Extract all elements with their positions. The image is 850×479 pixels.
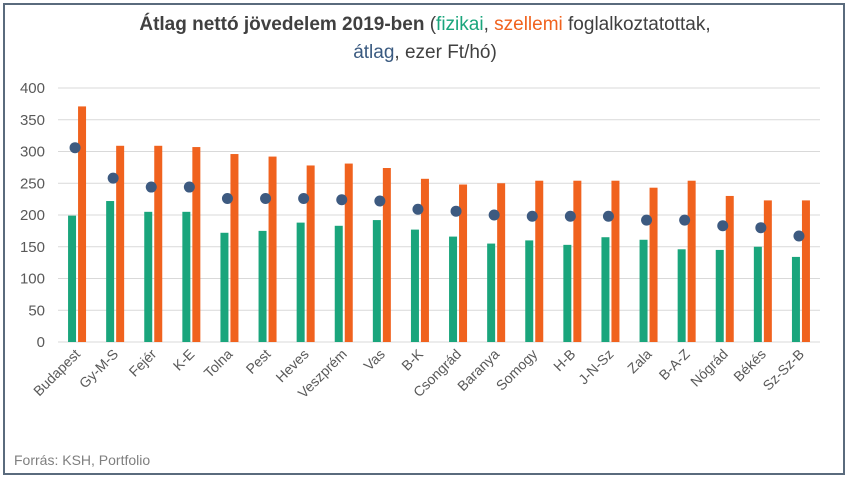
point-atlag: [221, 192, 233, 204]
bar-szellemi: [725, 195, 734, 342]
bar-fizikai: [449, 236, 458, 342]
point-atlag: [793, 230, 805, 242]
bar-szellemi: [497, 183, 506, 342]
chart-title-line-2: átlag, ezer Ft/hó): [353, 42, 497, 63]
bar-fizikai: [601, 237, 610, 342]
point-atlag: [336, 194, 348, 206]
x-tick-label: Somogy: [493, 346, 541, 394]
bar-fizikai: [144, 211, 153, 342]
chart-title-line-1: Átlag nettó jövedelem 2019-ben (fizikai,…: [139, 14, 711, 35]
bar-fizikai: [525, 240, 534, 342]
source-note: Forrás: KSH, Portfolio: [14, 452, 151, 468]
bar-fizikai: [563, 244, 572, 342]
y-tick-label: 400: [20, 80, 45, 97]
x-tick-label: B-K: [398, 345, 426, 373]
y-tick-label: 250: [20, 175, 45, 192]
bar-szellemi: [687, 180, 696, 342]
bar-fizikai: [258, 230, 267, 342]
x-tick-label: J-N-Sz: [575, 346, 617, 388]
bar-fizikai: [791, 256, 800, 342]
point-atlag: [298, 192, 310, 204]
bar-fizikai: [68, 215, 77, 342]
x-tick-label: Fejér: [125, 346, 159, 380]
point-atlag: [679, 214, 691, 226]
point-atlag: [641, 214, 653, 226]
bar-fizikai: [753, 246, 762, 342]
bar-szellemi: [154, 145, 163, 342]
bar-szellemi: [459, 184, 468, 342]
x-tick-label: Vas: [360, 346, 388, 374]
bar-szellemi: [649, 187, 658, 342]
bar-szellemi: [611, 180, 620, 342]
point-atlag: [602, 210, 614, 222]
point-atlag: [374, 195, 386, 207]
bar-szellemi: [573, 180, 582, 342]
bar-fizikai: [106, 201, 115, 342]
bar-szellemi: [116, 145, 125, 342]
bar-fizikai: [220, 232, 229, 342]
point-atlag: [412, 203, 424, 215]
bar-szellemi: [801, 200, 810, 342]
x-tick-label: Budapest: [30, 346, 83, 399]
x-tick-label: H-B: [550, 346, 578, 374]
bar-fizikai: [296, 222, 305, 342]
bar-fizikai: [639, 239, 648, 342]
bar-szellemi: [763, 200, 772, 342]
y-tick-label: 200: [20, 207, 45, 224]
bar-szellemi: [192, 147, 201, 342]
bar-fizikai: [715, 249, 724, 342]
point-atlag: [145, 181, 157, 193]
point-atlag: [69, 142, 81, 154]
legend-fizikai: fizikai: [436, 14, 484, 35]
point-atlag: [260, 192, 272, 204]
y-tick-label: 300: [20, 144, 45, 161]
bar-fizikai: [372, 220, 381, 342]
point-atlag: [183, 181, 195, 193]
bar-fizikai: [677, 249, 686, 342]
y-tick-label: 0: [37, 334, 45, 351]
bar-fizikai: [182, 211, 191, 342]
x-tick-label: Zala: [624, 346, 655, 377]
point-atlag: [755, 222, 767, 234]
bar-fizikai: [334, 225, 343, 342]
bar-szellemi: [78, 106, 87, 342]
bar-szellemi: [268, 156, 277, 342]
legend-szellemi: szellemi: [494, 14, 563, 35]
bar-szellemi: [382, 168, 391, 342]
point-atlag: [717, 220, 729, 232]
bar-szellemi: [230, 154, 239, 342]
bar-szellemi: [306, 165, 315, 342]
x-tick-label: Baranya: [454, 346, 502, 394]
x-tick-label: Pest: [243, 346, 274, 377]
point-atlag: [564, 210, 576, 222]
x-tick-label: Sz-Sz-B: [759, 346, 807, 394]
bar-szellemi: [420, 178, 429, 342]
bar-szellemi: [535, 180, 544, 342]
y-tick-label: 350: [20, 112, 45, 129]
point-atlag: [488, 209, 500, 221]
legend-atlag: átlag: [353, 42, 395, 63]
bar-fizikai: [410, 229, 419, 342]
bar-szellemi: [344, 163, 353, 342]
x-tick-label: K-E: [170, 346, 198, 374]
bar-fizikai: [487, 243, 496, 342]
x-tick-label: Tolna: [201, 346, 236, 381]
x-tick-label: Nógrád: [687, 346, 731, 390]
y-tick-label: 150: [20, 239, 45, 256]
x-tick-label: Gy-M-S: [76, 346, 121, 391]
y-tick-label: 100: [20, 271, 45, 288]
point-atlag: [107, 172, 119, 184]
point-atlag: [526, 210, 538, 222]
point-atlag: [450, 205, 462, 217]
y-tick-label: 50: [28, 302, 45, 319]
